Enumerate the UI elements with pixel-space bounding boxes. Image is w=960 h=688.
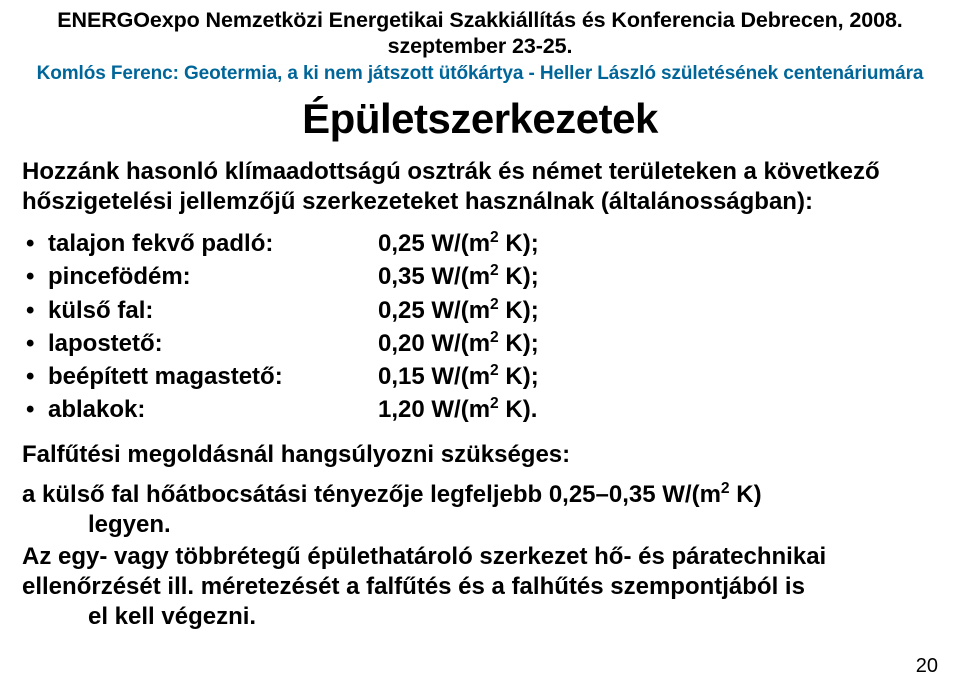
bullet-icon: • xyxy=(26,393,48,426)
list-label: ablakok: xyxy=(48,393,378,426)
list-label: pincefödém: xyxy=(48,260,378,293)
list-label: lapostető: xyxy=(48,327,378,360)
list-item: • beépített magastető: 0,15 W/(m2 K); xyxy=(26,360,938,393)
list-value: 0,20 W/(m2 K); xyxy=(378,327,938,360)
list-label: talajon fekvő padló: xyxy=(48,227,378,260)
header-line-1: ENERGOexpo Nemzetközi Energetikai Szakki… xyxy=(22,8,938,60)
structure-list: • talajon fekvő padló: 0,25 W/(m2 K); • … xyxy=(22,227,938,426)
requirement-line-1: a külső fal hőátbocsátási tényezője legf… xyxy=(22,480,938,510)
header-line-2: Komlós Ferenc: Geotermia, a ki nem játsz… xyxy=(22,62,938,86)
note-line-1: Az egy- vagy többrétegű épülethatároló s… xyxy=(22,542,938,572)
list-item: • pincefödém: 0,35 W/(m2 K); xyxy=(26,260,938,293)
list-item: • lapostető: 0,20 W/(m2 K); xyxy=(26,327,938,360)
note-line-2: ellenőrzését ill. méretezését a falfűtés… xyxy=(22,572,938,602)
bullet-icon: • xyxy=(26,327,48,360)
list-value: 0,25 W/(m2 K); xyxy=(378,227,938,260)
list-item: • külső fal: 0,25 W/(m2 K); xyxy=(26,294,938,327)
list-value: 0,15 W/(m2 K); xyxy=(378,360,938,393)
bullet-icon: • xyxy=(26,260,48,293)
emphasis-paragraph: Falfűtési megoldásnál hangsúlyozni szüks… xyxy=(22,440,938,470)
list-value: 1,20 W/(m2 K). xyxy=(378,393,938,426)
bullet-icon: • xyxy=(26,227,48,260)
list-value: 0,35 W/(m2 K); xyxy=(378,260,938,293)
note-line-3: el kell végezni. xyxy=(22,602,938,632)
list-label: beépített magastető: xyxy=(48,360,378,393)
intro-paragraph: Hozzánk hasonló klímaadottságú osztrák é… xyxy=(22,157,938,217)
requirement-line-2: legyen. xyxy=(22,510,938,540)
page-number: 20 xyxy=(916,655,938,678)
list-label: külső fal: xyxy=(48,294,378,327)
list-item: • ablakok: 1,20 W/(m2 K). xyxy=(26,393,938,426)
page-title: Épületszerkezetek xyxy=(22,95,938,143)
bullet-icon: • xyxy=(26,360,48,393)
list-item: • talajon fekvő padló: 0,25 W/(m2 K); xyxy=(26,227,938,260)
bullet-icon: • xyxy=(26,294,48,327)
list-value: 0,25 W/(m2 K); xyxy=(378,294,938,327)
